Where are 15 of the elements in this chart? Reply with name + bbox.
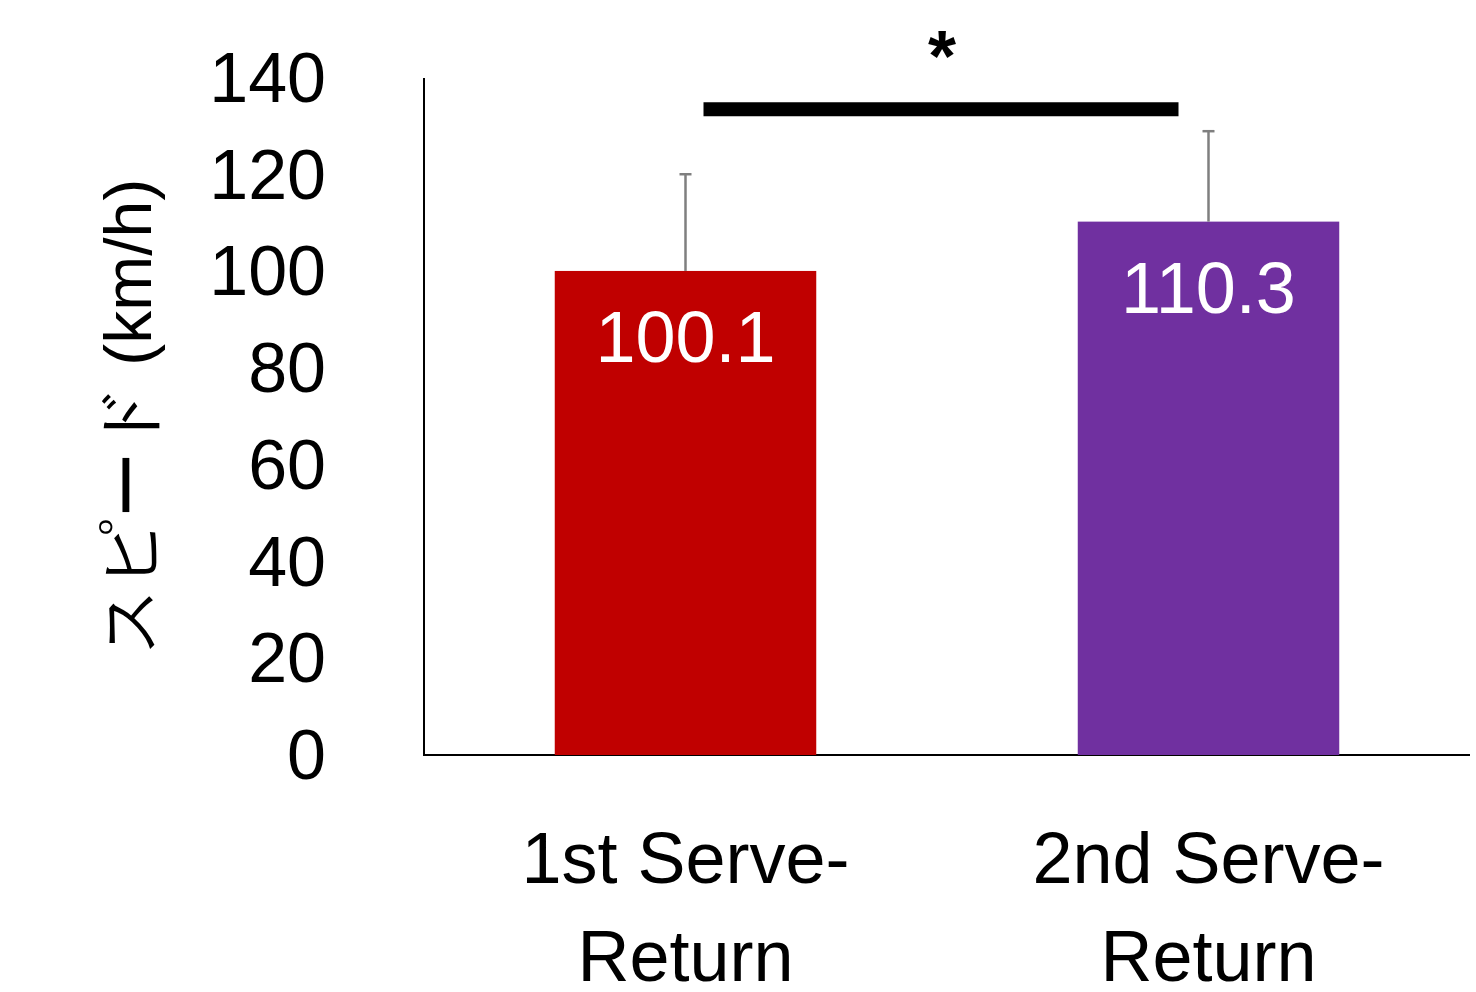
ytick: 60 — [248, 425, 326, 504]
ytick: 120 — [209, 135, 326, 214]
ytick: 40 — [248, 522, 326, 601]
data-label: 100.1 — [595, 296, 776, 377]
ytick: 0 — [287, 716, 326, 794]
xtick: 1st Serve-Return — [521, 818, 850, 992]
annotation: * — [927, 16, 957, 97]
ytick: 80 — [248, 329, 326, 408]
ytick: 20 — [248, 619, 326, 698]
data-label: 110.3 — [1121, 247, 1296, 328]
xtick: 2nd Serve-Return — [1032, 818, 1385, 992]
significance-bracket: * — [703, 16, 1179, 117]
ytick: 100 — [209, 232, 326, 311]
ylabel: スピード (km/h) — [91, 178, 165, 655]
ytick: 140 — [209, 39, 326, 117]
